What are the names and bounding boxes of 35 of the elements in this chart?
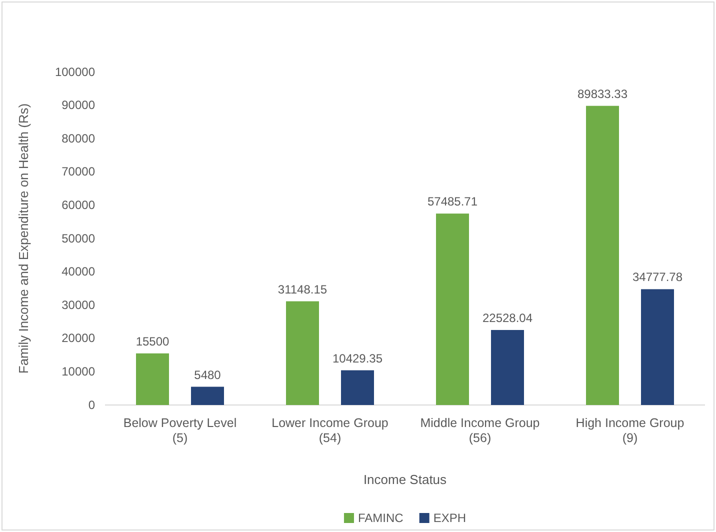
y-tick-label: 60000: [62, 198, 96, 212]
bar: [491, 330, 524, 405]
data-label: 15500: [136, 334, 170, 348]
bar: [586, 106, 619, 405]
y-tick-label: 30000: [62, 298, 96, 312]
x-axis-title: Income Status: [363, 472, 448, 487]
x-tick-label: Middle Income Group (56): [420, 416, 540, 445]
y-tick-label: 70000: [62, 164, 96, 179]
data-label: 31148.15: [278, 282, 328, 296]
bar: [136, 353, 169, 405]
y-tick-label: 0: [88, 398, 96, 412]
y-tick-label: 80000: [62, 131, 96, 146]
bar: [286, 301, 319, 405]
data-label: 10429.35: [332, 351, 383, 366]
data-label: 57485.71: [427, 194, 478, 209]
x-tick-label: High Income Group (9): [576, 416, 684, 445]
y-axis-title: Family Income and Expenditure on Health (Rs): [16, 103, 31, 374]
y-tick-label: 50000: [62, 231, 96, 246]
data-label: 5480: [194, 368, 222, 382]
x-tick-label: Below Poverty Level (5): [123, 416, 237, 445]
bar: [436, 214, 469, 405]
legend-label: FAMINC: [358, 511, 404, 525]
y-tick-label: 100000: [54, 64, 96, 79]
y-tick-label: 90000: [62, 98, 96, 112]
bar: [341, 370, 374, 405]
y-tick-label: 10000: [62, 364, 96, 379]
data-label: 34777.78: [632, 270, 683, 284]
legend-label: EXPH: [433, 511, 466, 525]
y-tick-label: 40000: [62, 264, 96, 279]
bar: [641, 289, 674, 405]
x-tick-label: Lower Income Group (54): [272, 416, 388, 445]
data-label: 22528.04: [482, 310, 533, 325]
data-label: 89833.33: [577, 86, 628, 101]
bar: [191, 386, 224, 405]
y-tick-label: 20000: [62, 331, 96, 346]
